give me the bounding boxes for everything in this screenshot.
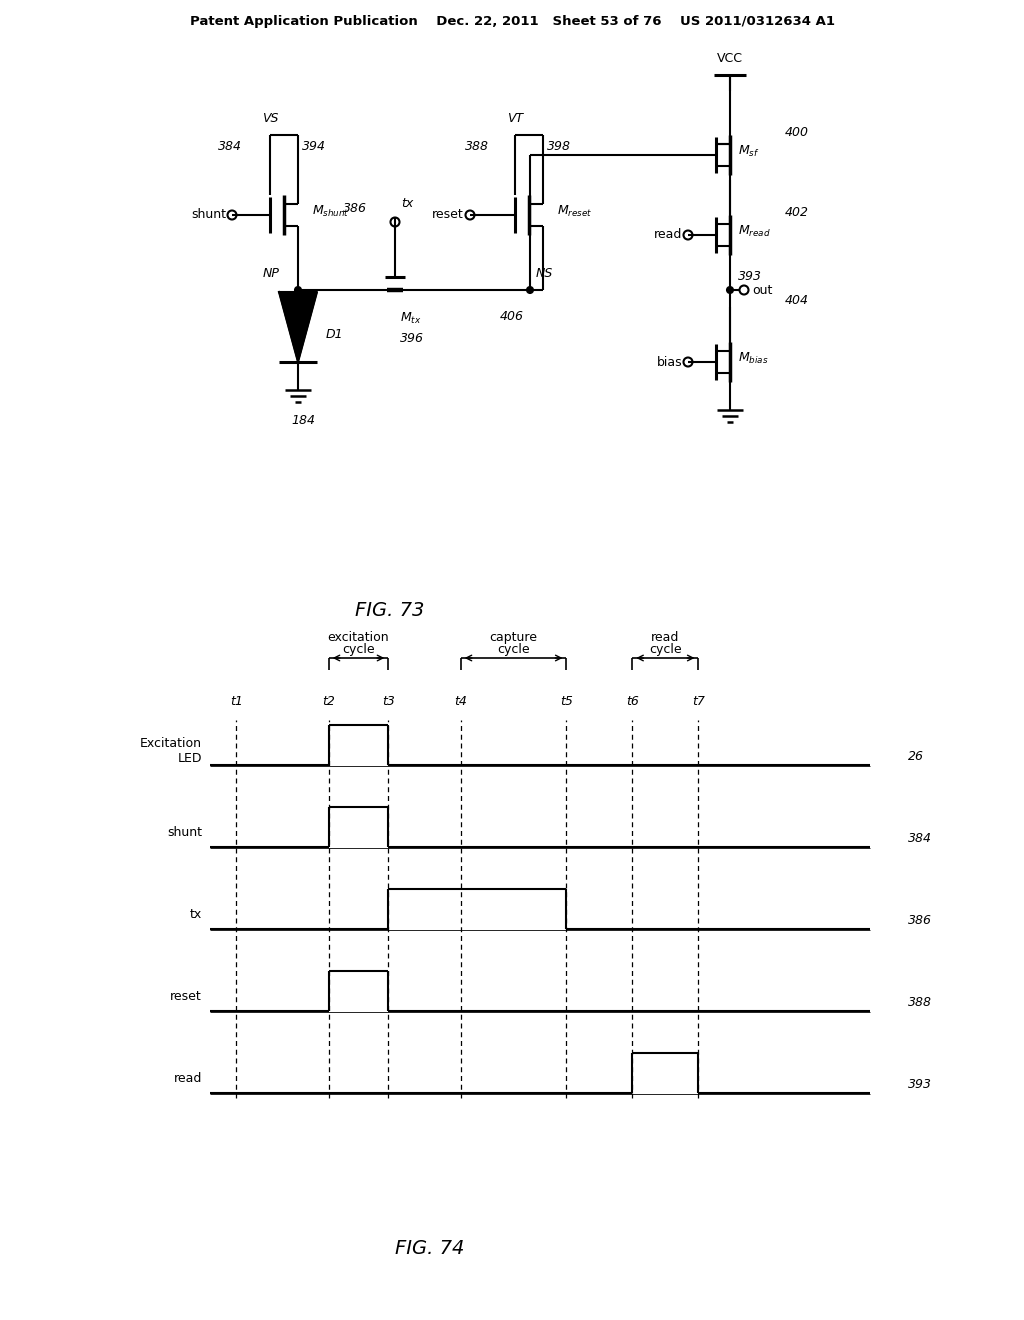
Text: read: read — [653, 228, 682, 242]
Text: 402: 402 — [785, 206, 809, 219]
Text: $M_{tx}$: $M_{tx}$ — [400, 310, 422, 326]
Text: VS: VS — [262, 112, 279, 125]
Circle shape — [295, 286, 301, 293]
Circle shape — [727, 286, 733, 293]
Text: t4: t4 — [455, 696, 467, 708]
Text: read: read — [651, 631, 680, 644]
Text: 396: 396 — [400, 331, 424, 345]
Text: shunt: shunt — [167, 826, 202, 840]
Text: NP: NP — [263, 267, 280, 280]
Text: VCC: VCC — [717, 51, 743, 65]
Text: $M_{sf}$: $M_{sf}$ — [738, 144, 760, 158]
Circle shape — [527, 286, 534, 293]
Text: 393: 393 — [738, 271, 762, 284]
Text: reset: reset — [432, 209, 464, 222]
Text: t3: t3 — [382, 696, 394, 708]
Text: NS: NS — [536, 267, 553, 280]
Text: 184: 184 — [291, 413, 315, 426]
Text: cycle: cycle — [649, 643, 682, 656]
Text: cycle: cycle — [498, 643, 529, 656]
Text: out: out — [752, 284, 772, 297]
Text: FIG. 73: FIG. 73 — [355, 601, 425, 619]
Text: 406: 406 — [500, 309, 524, 322]
Text: t2: t2 — [323, 696, 335, 708]
Text: D1: D1 — [326, 329, 344, 342]
Text: bias: bias — [656, 355, 682, 368]
Text: VT: VT — [507, 112, 523, 125]
Text: FIG. 74: FIG. 74 — [395, 1238, 465, 1258]
Text: excitation: excitation — [328, 631, 389, 644]
Text: 388: 388 — [465, 140, 489, 153]
Text: 388: 388 — [908, 997, 932, 1010]
Text: t6: t6 — [626, 696, 639, 708]
Text: 404: 404 — [785, 293, 809, 306]
Text: Patent Application Publication    Dec. 22, 2011   Sheet 53 of 76    US 2011/0312: Patent Application Publication Dec. 22, … — [189, 16, 835, 29]
Text: 400: 400 — [785, 127, 809, 140]
Text: 393: 393 — [908, 1078, 932, 1092]
Text: $M_{bias}$: $M_{bias}$ — [738, 350, 768, 366]
Text: read: read — [174, 1072, 202, 1085]
Text: t5: t5 — [560, 696, 572, 708]
Text: t1: t1 — [230, 696, 243, 708]
Text: cycle: cycle — [342, 643, 375, 656]
Text: 384: 384 — [908, 833, 932, 846]
Text: $M_{read}$: $M_{read}$ — [738, 223, 771, 239]
Text: tx: tx — [189, 908, 202, 921]
Polygon shape — [279, 292, 317, 362]
Text: 394: 394 — [302, 140, 326, 153]
Text: $M_{shunt}$: $M_{shunt}$ — [312, 203, 349, 219]
Text: t7: t7 — [692, 696, 705, 708]
Text: 386: 386 — [343, 202, 367, 214]
Text: shunt: shunt — [191, 209, 226, 222]
Text: 384: 384 — [218, 140, 242, 153]
Text: tx: tx — [401, 197, 414, 210]
Text: capture: capture — [489, 631, 538, 644]
Text: 398: 398 — [547, 140, 571, 153]
Text: Excitation
LED: Excitation LED — [140, 737, 202, 766]
Text: reset: reset — [170, 990, 202, 1003]
Text: 386: 386 — [908, 915, 932, 928]
Text: $M_{reset}$: $M_{reset}$ — [557, 203, 593, 219]
Text: 26: 26 — [908, 751, 924, 763]
